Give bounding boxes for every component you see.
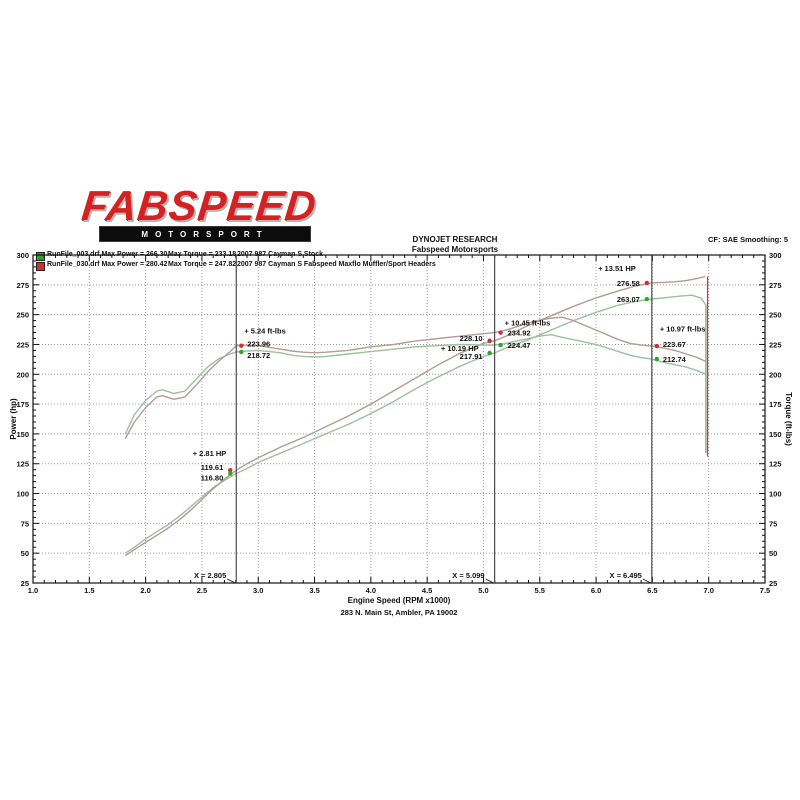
annotation-label: + 2.81 HP [193,449,227,458]
curve-fab_power [124,275,706,557]
chart-header: DYNOJET RESEARCH Fabspeed Motorsports [300,235,610,254]
annotation-dot [498,330,503,335]
x-tick-label: 5.0 [478,586,488,595]
power-tick-label: 100 [16,490,29,499]
x-axis-label: Engine Speed (RPM x1000) [348,596,451,605]
power-tick-label: 225 [16,340,29,349]
power-axis-label: Power (hp) [9,398,18,440]
logo-sub-text: MOTORSPORT [141,229,269,239]
power-tick-label: 150 [16,430,29,439]
x-tick-label: 1.5 [84,586,94,595]
power-tick-label: 25 [21,579,29,588]
torque-tick-label: 100 [769,490,782,499]
cursor-label-connector [485,578,494,584]
torque-tick-label: 300 [769,251,782,260]
x-tick-label: 4.0 [366,586,376,595]
smoothing-label: CF: SAE Smoothing: 5 [708,235,788,244]
power-tick-label: 275 [16,281,29,290]
power-tick-label: 75 [21,519,29,528]
curve-stock_power [124,294,707,554]
dyno-curves [124,275,709,557]
power-tick-label: 50 [21,549,29,558]
grid-lines [33,255,765,583]
power-tick-label: 175 [16,400,29,409]
dynojet-title: DYNOJET RESEARCH [412,235,498,244]
torque-tick-label: 275 [769,281,782,290]
cursor-x-label: X = 2.805 [194,571,226,580]
annotation-label: 276.58 [617,279,640,288]
annotation-dot [654,356,660,362]
cursor-x-label: X = 5.099 [452,571,484,580]
annotation-label: + 10.45 ft-lbs [505,318,551,327]
x-tick-label: 4.5 [422,586,432,595]
power-tick-label: 250 [16,311,29,320]
cursor-label-connector [642,578,652,584]
annotation-label: 223.67 [663,340,686,349]
annotation-label: 218.72 [247,351,270,360]
annotation-dot [228,471,233,476]
power-tick-label: 300 [16,251,29,260]
curve-stock_torque [124,334,707,435]
torque-tick-label: 175 [769,400,782,409]
x-tick-label: 3.5 [309,586,319,595]
torque-tick-label: 50 [769,549,777,558]
logo-motorsport-bar: MOTORSPORT [99,225,311,242]
annotation-dot [644,296,650,302]
annotation-dot [228,467,233,473]
annotation-dot [654,343,660,349]
annotation-dot [487,350,492,356]
annotation-dot [644,280,650,286]
curve-fab_torque [124,316,706,440]
torque-tick-label: 250 [769,311,782,320]
annotation-label: + 13.51 HP [598,264,636,273]
address-footer: 283 N. Main St, Ambler, PA 19002 [341,608,458,617]
x-tick-label: 3.0 [253,586,263,595]
annotation-dot [239,349,244,355]
legend-file-fabspeed: RunFile_030.drf Max Power = 280.42 [47,261,168,268]
x-tick-label: 2.5 [197,586,207,595]
power-tick-label: 200 [16,370,29,379]
annotation-dot [487,338,492,343]
annotation-dot [239,343,244,348]
annotation-label: 223.96 [247,340,270,349]
annotation-label: 263.07 [617,295,640,304]
annotation-label: 224.47 [508,341,531,350]
cursor-x-label: X = 6.495 [609,571,641,580]
fabspeed-logo: FABSPEED MOTORSPORT [80,182,332,242]
annotation-label: + 10.19 HP [441,344,479,353]
shop-title: Fabspeed Motorsports [411,244,499,254]
torque-axis-label: Torque (ft-lbs) [784,392,793,446]
x-tick-label: 5.5 [535,586,545,595]
plot-border [32,254,766,584]
power-tick-label: 125 [16,460,29,469]
torque-tick-label: 75 [769,519,777,528]
annotations: + 2.81 HP 119.61 116.80 + 5.24 ft-lbs 223.96… [193,264,706,482]
torque-tick-label: 125 [769,460,782,469]
cursor-lines: X = 2.805 X = 5.099 X = 6.495 [194,255,653,584]
torque-tick-label: 200 [769,370,782,379]
annotation-label: 217.91 [460,352,483,361]
annotation-label: 212.74 [663,355,687,364]
x-tick-label: 1.0 [28,586,38,595]
torque-tick-label: 225 [769,340,782,349]
annotation-label: + 10.97 ft-lbs [660,324,706,333]
annotation-label: 116.80 [201,474,224,483]
x-tick-label: 6.5 [647,586,657,595]
plot-frame: 1.0 1.5 2.0 2.5 3.0 3.5 4.0 4.5 5.0 5.5 6.0 6.5 7.0 7… [16,251,781,595]
legend-swatch-fabspeed [36,262,45,271]
x-tick-label: 6.0 [591,586,601,595]
annotation-label: 234.92 [508,329,531,338]
x-tick-label: 2.0 [140,586,150,595]
torque-tick-label: 25 [769,579,777,588]
legend-desc-fabspeed: 2007 987 Cayman S Fabspeed Maxflo Muffle… [237,261,436,268]
annotation-label: 228.10 [460,334,483,343]
x-tick-label: 7.5 [760,586,770,595]
torque-tick-label: 150 [769,430,782,439]
annotation-dot [498,342,503,348]
annotation-label: 119.61 [201,463,224,472]
x-tick-label: 7.0 [703,586,713,595]
cursor-label-connector [227,578,236,584]
annotation-label: + 5.24 ft-lbs [244,327,285,336]
